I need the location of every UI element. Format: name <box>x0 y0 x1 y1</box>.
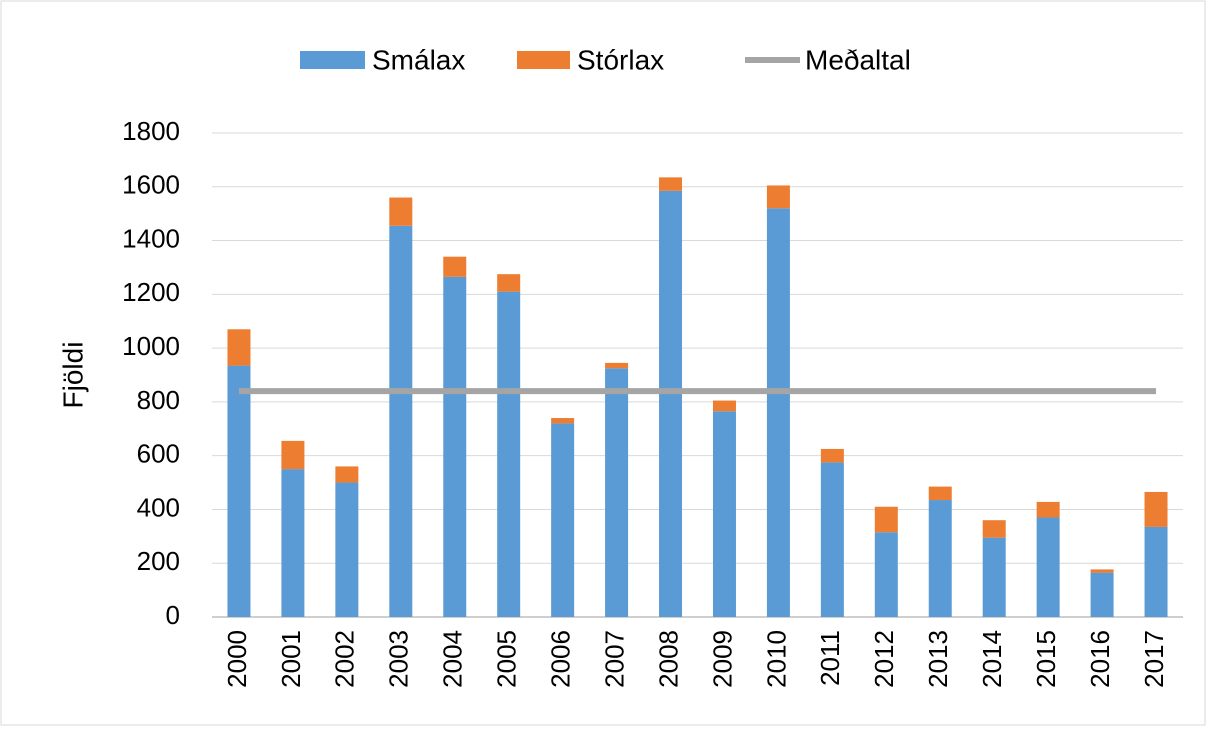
x-tick-label: 2001 <box>276 630 306 688</box>
x-tick-label: 2000 <box>222 630 252 688</box>
x-tick-label: 2004 <box>438 630 468 688</box>
bar <box>551 418 575 424</box>
bar <box>659 190 683 618</box>
x-tick-label: 2013 <box>923 630 953 688</box>
x-tick-label: 2014 <box>977 630 1007 688</box>
y-tick-label: 1800 <box>122 116 180 146</box>
bar <box>1090 569 1114 573</box>
x-tick-label: 2011 <box>815 630 845 686</box>
y-axis-title: Fjöldi <box>57 342 88 409</box>
x-tick-label: 2017 <box>1139 630 1169 688</box>
bar <box>443 256 467 277</box>
bar <box>443 276 467 617</box>
bar <box>389 197 413 226</box>
bar <box>1036 517 1060 617</box>
y-tick-label: 1000 <box>122 331 180 361</box>
x-tick-label: 2003 <box>384 630 414 688</box>
bar <box>497 274 521 292</box>
legend-label: Smálax <box>372 44 465 75</box>
x-tick-label: 2007 <box>599 630 629 688</box>
x-tick-label: 2008 <box>653 630 683 688</box>
y-tick-label: 0 <box>166 600 180 630</box>
y-tick-label: 400 <box>137 492 180 522</box>
bar <box>1144 491 1168 527</box>
bar <box>874 506 898 533</box>
x-tick-label: 2009 <box>707 630 737 688</box>
bar <box>928 500 952 617</box>
x-tick-label: 2005 <box>492 630 522 688</box>
bar <box>874 532 898 617</box>
bar <box>1036 501 1060 518</box>
bar <box>820 448 844 463</box>
bar <box>335 466 359 483</box>
bar <box>982 537 1006 617</box>
x-tick-label: 2012 <box>869 630 899 688</box>
y-tick-label: 1400 <box>122 223 180 253</box>
bar <box>712 411 736 617</box>
legend-label: Meðaltal <box>805 44 911 75</box>
bar <box>820 462 844 617</box>
bar <box>551 423 575 617</box>
bar <box>335 482 359 617</box>
y-tick-label: 1600 <box>122 170 180 200</box>
bar <box>605 368 629 617</box>
bar <box>281 440 305 470</box>
bar <box>928 486 952 501</box>
x-tick-label: 2006 <box>546 630 576 688</box>
y-tick-label: 1200 <box>122 277 180 307</box>
legend-label: Stórlax <box>577 44 664 75</box>
bar <box>712 400 736 412</box>
bar <box>1090 572 1114 617</box>
legend-swatch <box>517 51 570 69</box>
y-tick-label: 200 <box>137 546 180 576</box>
bar <box>1144 526 1168 617</box>
x-tick-label: 2002 <box>330 630 360 688</box>
x-tick-label: 2015 <box>1031 630 1061 688</box>
legend-swatch <box>300 51 365 69</box>
bar <box>659 177 683 191</box>
bar <box>281 469 305 617</box>
y-tick-label: 600 <box>137 439 180 469</box>
bar <box>605 362 629 369</box>
bar <box>766 208 790 618</box>
x-tick-label: 2010 <box>761 630 791 688</box>
bar <box>389 225 413 617</box>
bar <box>982 520 1006 538</box>
x-tick-label: 2016 <box>1085 630 1115 688</box>
y-tick-label: 800 <box>137 385 180 415</box>
bar <box>227 365 251 617</box>
bar <box>766 185 790 209</box>
bar <box>497 291 521 617</box>
bar <box>227 329 251 366</box>
